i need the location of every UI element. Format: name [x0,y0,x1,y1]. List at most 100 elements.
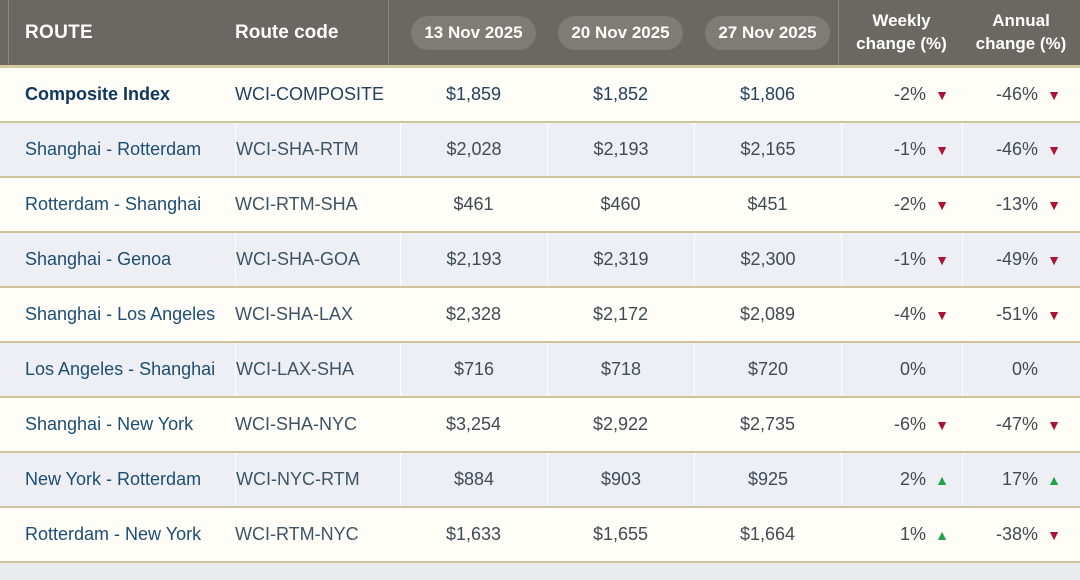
table-row: New York - Rotterdam WCI-NYC-RTM $884 $9… [0,453,1080,508]
route-name: Shanghai - Rotterdam [25,139,202,159]
annual-change-line1: Annual [992,10,1050,30]
route-name: Shanghai - Los Angeles [25,304,216,324]
date-pill-27-nov[interactable]: 27 Nov 2025 [705,15,830,50]
trend-arrow-icon: ▼ [1047,251,1061,268]
weekly-change-cell: -1% ▼ [841,233,962,286]
annual-change-cell: 0% [962,343,1080,396]
column-header-date-3: 27 Nov 2025 [694,15,841,50]
column-header-route: ROUTE [25,21,93,43]
date-pill-13-nov[interactable]: 13 Nov 2025 [411,15,536,50]
trend-arrow-icon: ▼ [935,416,949,433]
rate-27-nov: $2,300 [694,233,841,286]
rate-13-nov: $1,859 [445,84,502,104]
weekly-change-value: -1% [893,139,926,159]
table-row: Composite Index WCI-COMPOSITE $1,859 $1,… [0,68,1080,123]
annual-change-line2: change (%) [975,33,1067,53]
rate-13-nov: $3,254 [445,414,502,434]
trend-arrow-icon: ▼ [935,306,949,323]
annual-change-cell: -13% ▼ [962,178,1080,231]
rate-20-nov: $903 [547,453,694,506]
weekly-change-value: -4% [893,304,926,324]
trend-arrow-icon: ▲ [935,526,949,543]
rate-27-nov: $720 [694,343,841,396]
trend-arrow-icon: ▼ [935,196,949,213]
weekly-change-cell: -1% ▼ [841,123,962,176]
rate-20-nov: $2,922 [592,414,649,434]
trend-arrow-icon: ▼ [1047,306,1061,323]
route-code: WCI-SHA-LAX [235,304,354,324]
trend-arrow-icon: ▼ [1047,86,1061,103]
route-name: Composite Index [25,84,171,104]
annual-change-value: 17% [1001,469,1038,489]
next-row-partial [0,563,1080,580]
annual-change-value: 0% [1011,359,1038,379]
annual-change-cell: -38% ▼ [962,508,1080,561]
trend-arrow-icon: ▼ [935,86,949,103]
rate-13-nov: $461 [453,194,494,214]
trend-arrow-icon: ▼ [1047,526,1061,543]
annual-change-value: -47% [995,414,1038,434]
trend-arrow-icon: ▼ [1047,141,1061,158]
trend-arrow-icon: ▼ [1047,196,1061,213]
rate-27-nov: $451 [747,194,788,214]
weekly-change-value: -2% [893,84,926,104]
table-row: Rotterdam - New York WCI-RTM-NYC $1,633 … [0,508,1080,563]
rate-13-nov: $2,193 [400,233,547,286]
date-pill-20-nov[interactable]: 20 Nov 2025 [558,15,683,50]
weekly-change-value: 0% [899,359,926,379]
table-row: Shanghai - New York WCI-SHA-NYC $3,254 $… [0,398,1080,453]
rate-27-nov: $1,664 [739,524,796,544]
annual-change-cell: -51% ▼ [962,288,1080,341]
route-code: WCI-SHA-NYC [235,414,357,434]
table-row: Shanghai - Los Angeles WCI-SHA-LAX $2,32… [0,288,1080,343]
weekly-change-value: 1% [899,524,926,544]
annual-change-cell: -46% ▼ [962,123,1080,176]
weekly-change-cell: 0% [841,343,962,396]
annual-change-value: -49% [995,249,1038,269]
column-header-weekly-change: Weekly change (%) [841,10,962,56]
annual-change-value: -38% [995,524,1038,544]
route-code: WCI-LAX-SHA [235,343,400,396]
rate-20-nov: $1,852 [592,84,649,104]
trend-arrow-icon: ▲ [935,471,949,488]
header-divider [838,0,839,65]
rate-20-nov: $2,172 [592,304,649,324]
column-header-date-1: 13 Nov 2025 [400,15,547,50]
route-code: WCI-COMPOSITE [235,84,384,104]
rate-27-nov: $2,165 [694,123,841,176]
rate-27-nov: $925 [694,453,841,506]
table-row: Rotterdam - Shanghai WCI-RTM-SHA $461 $4… [0,178,1080,233]
rate-13-nov: $1,633 [445,524,502,544]
route-name: New York - Rotterdam [25,469,202,489]
weekly-change-value: -2% [893,194,926,214]
rate-20-nov: $460 [600,194,641,214]
rate-27-nov: $2,735 [739,414,796,434]
table-body: Composite Index WCI-COMPOSITE $1,859 $1,… [0,68,1080,563]
table-row: Los Angeles - Shanghai WCI-LAX-SHA $716 … [0,343,1080,398]
weekly-change-line1: Weekly [872,10,931,30]
route-name: Rotterdam - Shanghai [25,194,202,214]
annual-change-cell: -46% ▼ [962,68,1080,121]
rate-13-nov: $2,028 [400,123,547,176]
rate-27-nov: $1,806 [739,84,796,104]
annual-change-value: -46% [995,139,1038,159]
trend-arrow-icon: ▼ [935,141,949,158]
route-name: Shanghai - Genoa [25,249,172,269]
trend-arrow-icon: ▼ [935,251,949,268]
route-code: WCI-SHA-RTM [235,123,400,176]
weekly-change-cell: -2% ▼ [841,68,962,121]
weekly-change-value: 2% [899,469,926,489]
route-code: WCI-RTM-SHA [235,194,358,214]
column-header-route-code: Route code [235,21,339,43]
weekly-change-cell: 1% ▲ [841,508,962,561]
column-header-date-2: 20 Nov 2025 [547,15,694,50]
route-code: WCI-NYC-RTM [235,453,400,506]
column-header-annual-change: Annual change (%) [962,10,1080,56]
weekly-change-line2: change (%) [856,33,947,53]
weekly-change-cell: -4% ▼ [841,288,962,341]
annual-change-value: -13% [995,194,1038,214]
trend-arrow-icon: ▲ [1047,471,1061,488]
rate-20-nov: $2,193 [547,123,694,176]
weekly-change-cell: 2% ▲ [841,453,962,506]
